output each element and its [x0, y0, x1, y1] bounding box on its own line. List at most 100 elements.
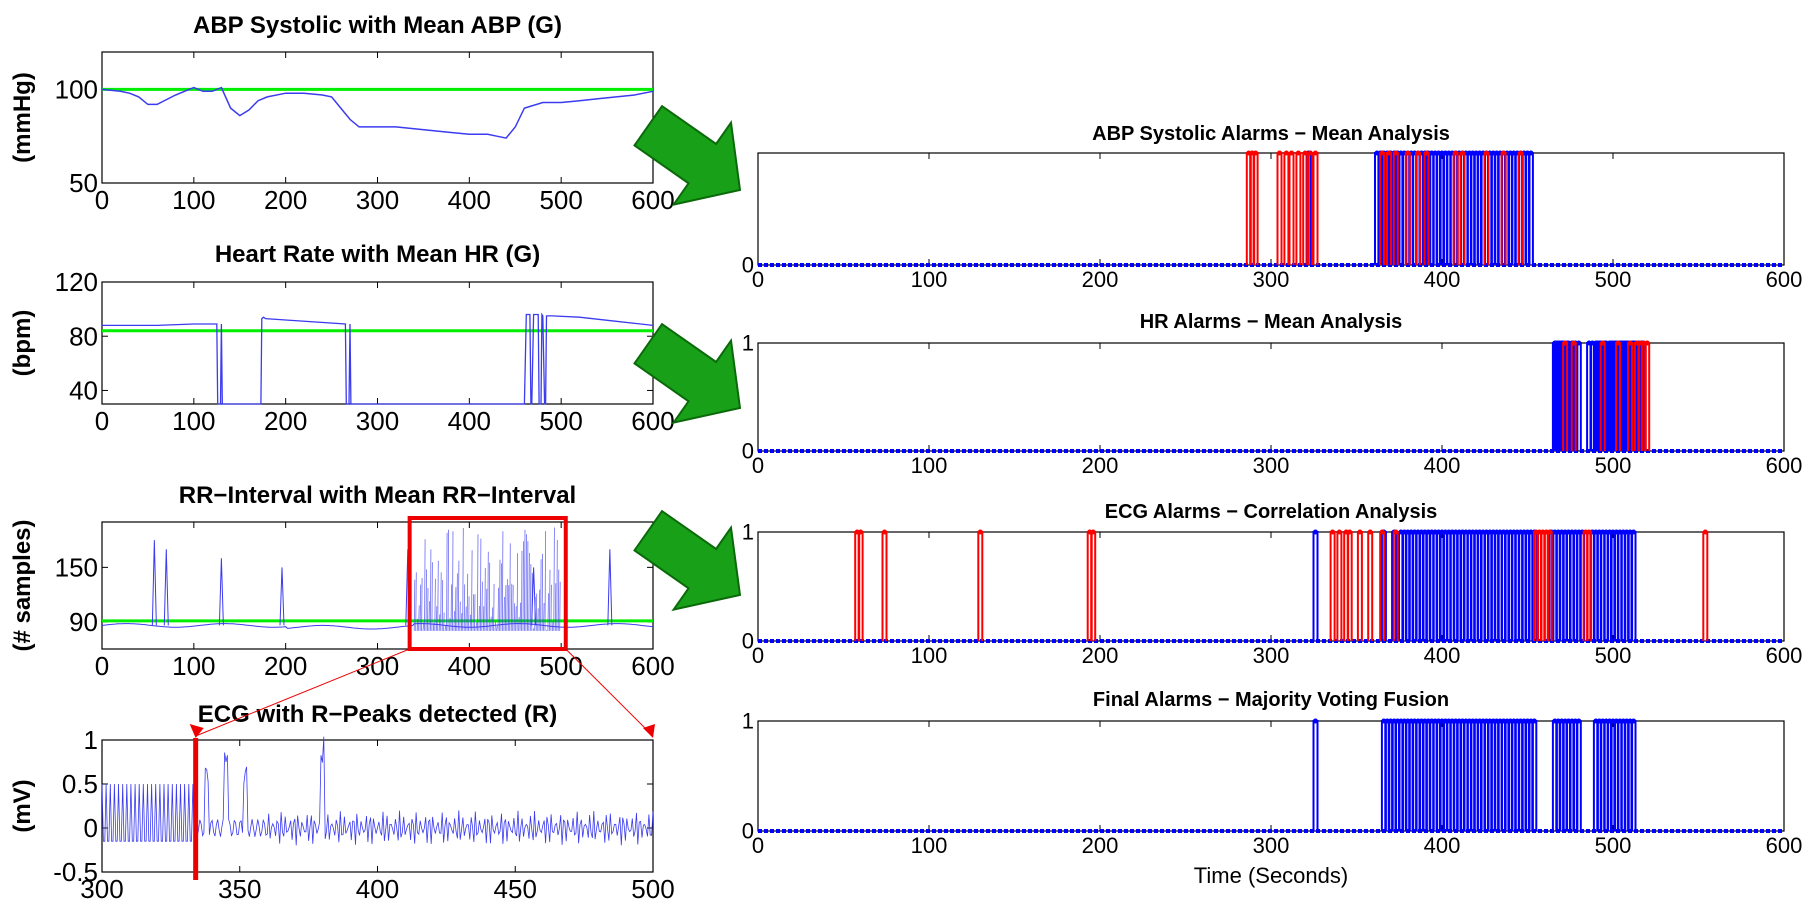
final_alarms-blue-alarms-dot: [1521, 718, 1527, 724]
final_alarms-y-tick-label: 1: [742, 709, 754, 734]
final_alarms-blue-alarms-dot: [1576, 718, 1582, 724]
ecg_alarms-blue-alarms-dot: [1446, 529, 1452, 535]
abp_alarms-red-alarms-dot: [1386, 150, 1392, 156]
ecg_alarms-blue-alarms-dot: [1603, 529, 1609, 535]
abp-x-tick-label: 200: [264, 185, 307, 215]
ecg_alarms-title: ECG Alarms − Correlation Analysis: [1105, 501, 1438, 523]
ecg_alarms-red-alarms-dot: [1367, 529, 1373, 535]
ecg_alarms-blue-alarms-dot: [1466, 529, 1472, 535]
hr_alarms-red-alarms-dot: [1571, 340, 1577, 346]
final_alarms-blue-alarms-dot: [1398, 718, 1404, 724]
abp_alarms-red-alarms-dot: [1379, 150, 1385, 156]
final_alarms-blue-alarms-dot: [1518, 718, 1524, 724]
final_alarms-blue-alarms-dot: [1552, 718, 1558, 724]
rr-x-tick-label: 0: [95, 651, 109, 681]
hr-y-tick-label: 120: [55, 267, 98, 297]
hr_alarms-red-alarms-dot: [1644, 340, 1650, 346]
final_alarms-blue-alarms-dot: [1490, 718, 1496, 724]
ecg_alarms-x-tick-label: 200: [1082, 643, 1119, 668]
hr_alarms-red-alarms-dot: [1600, 340, 1606, 346]
final_alarms-blue-alarms-dot: [1439, 718, 1445, 724]
abp-x-tick-label: 400: [448, 185, 491, 215]
abp_alarms-blue-alarms-dot: [1429, 150, 1435, 156]
ecg_alarms-blue-alarms-dot: [1501, 529, 1507, 535]
hr_alarms-x-tick-label: 300: [1253, 453, 1290, 478]
abp_alarms-blue-alarms-dot: [1528, 150, 1534, 156]
ecg_alarms-x-tick-label: 400: [1424, 643, 1461, 668]
ecg_alarms-blue-alarms-dot: [1569, 529, 1575, 535]
abp_alarms-x-tick-label: 0: [752, 267, 764, 292]
ecg_alarms-blue-alarms-dot: [1514, 529, 1520, 535]
final_alarms-blue-alarms-dot: [1507, 718, 1513, 724]
ecg_alarms-blue-alarms-dot: [1470, 529, 1476, 535]
abp_alarms-blue-alarms-dot: [1494, 150, 1500, 156]
ecg_alarms-red-alarms-dot: [1090, 529, 1096, 535]
ecg_alarms-blue-alarms-dot: [1422, 529, 1428, 535]
ecg_alarms-blue-alarms-dot: [1439, 529, 1445, 535]
abp_alarms-blue-alarms-dot: [1490, 150, 1496, 156]
abp_alarms-blue-alarms-dot: [1439, 150, 1445, 156]
abp-title: ABP Systolic with Mean ABP (G): [193, 12, 562, 39]
ecg_alarms-blue-alarms-dot: [1398, 529, 1404, 535]
final_alarms-plot-frame: [757, 720, 1785, 832]
ecg_alarms-red-alarms-dot: [1379, 529, 1385, 535]
ecg_alarms-blue-alarms-dot: [1504, 529, 1510, 535]
ecg_alarms-blue-alarms-dot: [1415, 529, 1421, 535]
abp_alarms-red-alarms-dot: [1415, 150, 1421, 156]
final_alarms-x-tick-label: 400: [1424, 833, 1461, 858]
hr-series-line: [102, 312, 654, 405]
ecg_alarms-red-alarms-dot: [1347, 529, 1353, 535]
zoom-connector-right: [565, 648, 654, 737]
zoom-arrowhead-right: [643, 724, 655, 738]
ecg_alarms-x-tick-label: 500: [1595, 643, 1632, 668]
hr_alarms-red-alarms-dot: [1634, 340, 1640, 346]
abp_alarms-red-alarms-dot: [1453, 150, 1459, 156]
abp-plot-frame: [101, 51, 654, 184]
ecg_alarms-red-alarms-dot: [1702, 529, 1708, 535]
ecg-y-tick-label: -0.5: [53, 857, 98, 887]
arrow-abp-shape: [633, 104, 742, 207]
ecg_alarms-blue-alarms-dot: [1576, 529, 1582, 535]
hr-y-tick-label: 80: [69, 321, 98, 351]
final_alarms-title: Final Alarms − Majority Voting Fusion: [1093, 689, 1449, 711]
ecg_alarms-blue-alarms-dot: [1429, 529, 1435, 535]
ecg_alarms-blue-alarms-dot: [1473, 529, 1479, 535]
abp_alarms-red-alarms-dot: [1460, 150, 1466, 156]
hr-x-tick-label: 400: [448, 406, 491, 436]
final_alarms-blue-alarms-dot: [1432, 718, 1438, 724]
final_alarms-blue-alarms-dot: [1415, 718, 1421, 724]
ecg_alarms-blue-alarms-dot: [1483, 529, 1489, 535]
abp_alarms-red-alarms-dot: [1424, 150, 1430, 156]
hr-x-tick-label: 600: [631, 406, 674, 436]
final_alarms-blue-alarms-dot: [1401, 718, 1407, 724]
final_alarms-blue-alarms-dot: [1418, 718, 1424, 724]
abp_alarms-blue-alarms-dot: [1473, 150, 1479, 156]
ecg_alarms-x-tick-label: 0: [752, 643, 764, 668]
rr-x-tick-label: 500: [539, 651, 582, 681]
rr-spike: [218, 558, 224, 626]
ecg_alarms-red-alarms-dot: [1547, 529, 1553, 535]
ecg_alarms-blue-alarms-dot: [1432, 529, 1438, 535]
ecg_alarms-blue-alarms-dot: [1494, 529, 1500, 535]
final_alarms-blue-alarms-dot: [1442, 718, 1448, 724]
ecg-y-tick-label: 1: [84, 725, 98, 755]
ecg_alarms-red-alarms-dot: [1330, 529, 1336, 535]
final_alarms-x-tick-label: 200: [1082, 833, 1119, 858]
abp_alarms-x-tick-label: 300: [1253, 267, 1290, 292]
abp-x-tick-label: 100: [172, 185, 215, 215]
ecg_alarms-red-alarms-dot: [1343, 529, 1349, 535]
abp-y-label: (mmHg): [9, 72, 36, 163]
ecg_alarms-blue-alarms-dot: [1555, 529, 1561, 535]
abp_alarms-x-tick-label: 600: [1766, 267, 1803, 292]
ecg_alarms-red-alarms-dot: [1533, 529, 1539, 535]
hr_alarms-red-alarms-dot: [1562, 340, 1568, 346]
final_alarms-blue-alarms: [1312, 720, 1637, 831]
ecg-x-tick-label: 450: [494, 874, 537, 904]
final_alarms-blue-alarms-dot: [1429, 718, 1435, 724]
ecg_alarms-blue-alarms-dot: [1490, 529, 1496, 535]
ecg_alarms-blue-alarms-dot: [1477, 529, 1483, 535]
abp-y-tick-label: 50: [69, 168, 98, 198]
abp_alarms-red-alarms-dot: [1295, 150, 1301, 156]
hr_alarms-x-tick-label: 600: [1766, 453, 1803, 478]
